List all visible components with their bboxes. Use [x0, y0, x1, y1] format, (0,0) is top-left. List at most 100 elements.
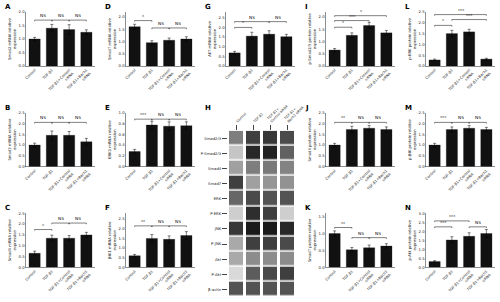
svg-text:0.2: 0.2 [119, 153, 126, 158]
svg-text:2.0: 2.0 [419, 121, 426, 126]
svg-text:K: K [305, 204, 311, 212]
svg-text:0.5: 0.5 [319, 248, 326, 253]
svg-text:TGF-β1+Bach1siRNA: TGF-β1+Bach1siRNA [366, 169, 392, 195]
svg-text:***: *** [440, 220, 446, 225]
svg-text:0.0: 0.0 [319, 63, 326, 68]
svg-text:*: * [242, 20, 244, 25]
svg-text:TGF-β1+ControlsiRNA: TGF-β1+ControlsiRNA [47, 68, 75, 96]
svg-text:1.5: 1.5 [19, 232, 26, 237]
svg-text:TGF-β1: TGF-β1 [441, 68, 454, 81]
svg-text:1.0: 1.0 [19, 36, 26, 41]
svg-text:0.0: 0.0 [219, 63, 226, 68]
svg-text:TGF-β1: TGF-β1 [141, 68, 154, 81]
svg-text:NS: NS [158, 21, 164, 26]
svg-text:0.6: 0.6 [119, 132, 126, 137]
svg-text:TGF-β1+ControlsiRNA: TGF-β1+ControlsiRNA [47, 169, 75, 197]
svg-text:TGF-β1+ControlsiRNA: TGF-β1+ControlsiRNA [347, 169, 375, 197]
svg-text:TGF-β1+Bach1siRNA: TGF-β1+Bach1siRNA [466, 269, 492, 295]
svg-text:NS: NS [358, 115, 364, 120]
svg-text:NS: NS [458, 115, 464, 120]
svg-text:G: G [205, 3, 211, 11]
svg-text:TGF-β1+ControlsiRNA: TGF-β1+ControlsiRNA [347, 68, 375, 96]
svg-text:TGF-β1+ControlsiRNA: TGF-β1+ControlsiRNA [147, 269, 175, 297]
svg-text:NS: NS [375, 115, 381, 120]
svg-text:P-JNK: P-JNK [211, 241, 222, 246]
svg-text:0.0: 0.0 [119, 164, 126, 169]
svg-text:NS: NS [175, 21, 181, 26]
svg-text:Control: Control [325, 68, 337, 80]
svg-text:0.0: 0.0 [119, 63, 126, 68]
svg-text:TGF-β1+Bach1siRNA: TGF-β1+Bach1siRNA [166, 68, 192, 94]
svg-text:NS: NS [58, 13, 64, 18]
svg-text:B: B [5, 104, 10, 112]
svg-text:Smad3 mRNA relativeexpression: Smad3 mRNA relativeexpression [7, 118, 17, 160]
svg-text:***: *** [449, 214, 455, 219]
svg-text:0.0: 0.0 [419, 63, 426, 68]
svg-text:2.5: 2.5 [19, 211, 26, 216]
svg-text:TGF-β1: TGF-β1 [241, 68, 254, 81]
svg-text:0.0: 0.0 [319, 164, 326, 169]
svg-text:1.5: 1.5 [419, 132, 426, 137]
svg-text:*: * [142, 14, 144, 19]
svg-text:Smad2 mRNA relativeexpression: Smad2 mRNA relativeexpression [7, 17, 17, 59]
svg-text:NS: NS [249, 15, 255, 20]
svg-text:ERK1 mRNA relativeexpression: ERK1 mRNA relativeexpression [107, 120, 117, 159]
svg-text:NS: NS [58, 115, 64, 120]
svg-text:p-Akt protein relativeexpressi: p-Akt protein relativeexpression [407, 220, 417, 261]
svg-text:NS: NS [58, 216, 64, 221]
svg-text:1.0: 1.0 [419, 142, 426, 147]
svg-text:TGF-β1: TGF-β1 [341, 68, 354, 81]
svg-text:TGF-β1: TGF-β1 [341, 270, 354, 283]
svg-text:2.0: 2.0 [119, 226, 126, 231]
svg-text:1.5: 1.5 [19, 132, 26, 137]
svg-text:Akt: Akt [215, 257, 222, 262]
svg-text:2.0: 2.0 [319, 121, 326, 126]
svg-text:Control: Control [325, 270, 337, 282]
svg-text:0.5: 0.5 [119, 51, 126, 56]
svg-text:TGF-β1+ControlsiRNA: TGF-β1+ControlsiRNA [447, 269, 475, 297]
svg-text:E: E [105, 104, 110, 112]
svg-text:TGF-β1+Control siRNA: TGF-β1+Control siRNA [266, 101, 290, 125]
svg-text:1.0: 1.0 [319, 39, 326, 44]
svg-text:J: J [305, 104, 309, 112]
svg-text:0.0: 0.0 [19, 265, 26, 270]
svg-text:P-Akt: P-Akt [211, 272, 221, 277]
svg-text:β-actin: β-actin [208, 287, 222, 292]
svg-text:Control: Control [125, 68, 137, 80]
svg-text:Control: Control [425, 169, 437, 181]
svg-text:0.0: 0.0 [419, 265, 426, 270]
svg-text:0.5: 0.5 [19, 153, 26, 158]
svg-text:**: ** [141, 219, 145, 224]
svg-text:2.5: 2.5 [419, 110, 426, 115]
svg-text:JNK: JNK [214, 226, 222, 231]
svg-text:TGF-β1+ControlsiRNA: TGF-β1+ControlsiRNA [47, 269, 75, 297]
svg-text:JNK1 mRNA relativeexpression: JNK1 mRNA relativeexpression [107, 221, 117, 260]
svg-text:***: *** [466, 13, 472, 18]
svg-text:TGF-β1+Bach1siRNA: TGF-β1+Bach1siRNA [266, 68, 292, 94]
svg-text:Control: Control [125, 270, 137, 282]
svg-text:2.5: 2.5 [119, 216, 126, 221]
svg-text:AKT mRNA relativeexpression: AKT mRNA relativeexpression [207, 21, 217, 57]
svg-text:TGF-β1: TGF-β1 [141, 270, 154, 283]
svg-text:2.5: 2.5 [219, 15, 226, 20]
svg-text:p-ERK protein relativeexpressi: p-ERK protein relativeexpression [407, 18, 417, 60]
svg-text:2.5: 2.5 [419, 9, 426, 14]
svg-text:1.5: 1.5 [319, 214, 326, 219]
svg-text:Control: Control [425, 270, 437, 282]
svg-text:TGF-β1: TGF-β1 [41, 270, 54, 283]
svg-text:TGF-β1+Bach1siRNA: TGF-β1+Bach1siRNA [466, 169, 492, 195]
svg-text:NS: NS [175, 219, 181, 224]
svg-text:2.0: 2.0 [119, 14, 126, 19]
svg-text:TGF-β1: TGF-β1 [441, 270, 454, 283]
svg-text:***: *** [349, 14, 355, 19]
svg-text:NS: NS [475, 115, 481, 120]
svg-text:Smad4 protein relativeexpressi: Smad4 protein relativeexpression [307, 117, 317, 161]
svg-text:0.5: 0.5 [19, 254, 26, 259]
svg-text:TGF-β1+ControlsiRNA: TGF-β1+ControlsiRNA [447, 68, 475, 96]
svg-text:1.5: 1.5 [119, 27, 126, 32]
svg-text:Control: Control [325, 169, 337, 181]
svg-text:*: * [342, 20, 344, 25]
svg-text:0.5: 0.5 [119, 255, 126, 260]
svg-text:H: H [205, 104, 211, 112]
svg-text:0.5: 0.5 [419, 256, 426, 261]
